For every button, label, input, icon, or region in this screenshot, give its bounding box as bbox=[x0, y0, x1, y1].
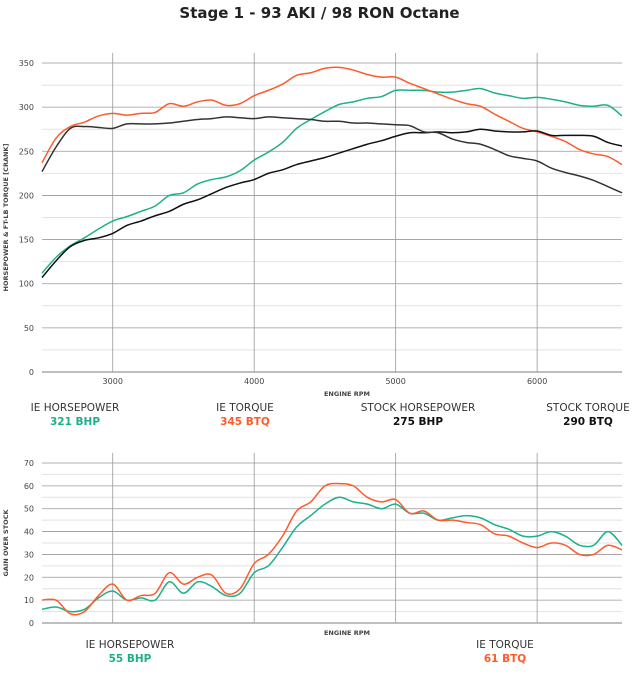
legend-ie-torque: IE TORQUE 345 BTQ bbox=[165, 402, 325, 428]
series-line-ie-horsepower bbox=[41, 87, 623, 274]
legend-label: IE HORSEPOWER bbox=[85, 639, 175, 651]
y-tick-label: 250 bbox=[19, 147, 34, 156]
y-tick-label: 50 bbox=[24, 324, 34, 333]
legend-gain-torque: IE TORQUE 61 BTQ bbox=[425, 639, 585, 665]
legend-value: 55 BHP bbox=[108, 653, 152, 665]
x-tick-label: 6000 bbox=[527, 377, 547, 386]
y-tick-label: 0 bbox=[29, 368, 34, 377]
x-axis-label: ENGINE RPM bbox=[324, 390, 370, 398]
y-tick-label: 200 bbox=[19, 191, 34, 200]
chart-title: Stage 1 - 93 AKI / 98 RON Octane bbox=[179, 4, 460, 22]
legend-gain-horsepower: IE HORSEPOWER 55 BHP bbox=[50, 639, 210, 665]
y-tick-label: 100 bbox=[19, 280, 34, 289]
legend-stock-horsepower: STOCK HORSEPOWER 275 BHP bbox=[338, 402, 498, 428]
y-tick-label: 300 bbox=[19, 103, 34, 112]
y-tick-label: 150 bbox=[19, 236, 34, 245]
legend-stock-torque: STOCK TORQUE 290 BTQ bbox=[508, 402, 639, 428]
y-tick-label: 350 bbox=[19, 59, 34, 68]
legend-label: IE HORSEPOWER bbox=[30, 402, 120, 414]
legend-label: IE TORQUE bbox=[216, 402, 274, 414]
y-tick-label: 30 bbox=[24, 550, 34, 559]
series-line-stock-torque bbox=[41, 116, 623, 194]
y-axis-label: HORSEPOWER & FT-LB TORQUE [CRANK] bbox=[2, 144, 10, 292]
legend-ie-horsepower: IE HORSEPOWER 321 BHP bbox=[0, 402, 155, 428]
y-tick-label: 0 bbox=[29, 619, 34, 628]
y-axis-label: GAIN OVER STOCK bbox=[2, 509, 10, 577]
legend-label: STOCK HORSEPOWER bbox=[360, 402, 476, 414]
legend-value: 345 BTQ bbox=[220, 416, 270, 428]
legend-label: STOCK TORQUE bbox=[546, 402, 630, 414]
legend-value: 61 BTQ bbox=[483, 653, 527, 665]
legend-value: 290 BTQ bbox=[563, 416, 613, 428]
series-line-stock-horsepower bbox=[41, 128, 623, 279]
legend-label: IE TORQUE bbox=[476, 639, 534, 651]
legend-value: 321 BHP bbox=[49, 416, 101, 428]
series-line-ie-torque bbox=[41, 66, 623, 166]
y-tick-label: 10 bbox=[24, 596, 34, 605]
legend-value: 275 BHP bbox=[392, 416, 444, 428]
x-tick-label: 3000 bbox=[103, 377, 123, 386]
x-tick-label: 5000 bbox=[385, 377, 405, 386]
y-tick-label: 40 bbox=[24, 528, 34, 537]
y-tick-label: 60 bbox=[24, 482, 34, 491]
y-tick-label: 20 bbox=[24, 573, 34, 582]
series-line-ie-torque bbox=[41, 482, 623, 616]
series-line-ie-horsepower bbox=[41, 496, 623, 613]
x-axis-label: ENGINE RPM bbox=[324, 629, 370, 637]
y-tick-label: 70 bbox=[24, 459, 34, 468]
x-tick-label: 4000 bbox=[244, 377, 264, 386]
y-tick-label: 50 bbox=[24, 505, 34, 514]
